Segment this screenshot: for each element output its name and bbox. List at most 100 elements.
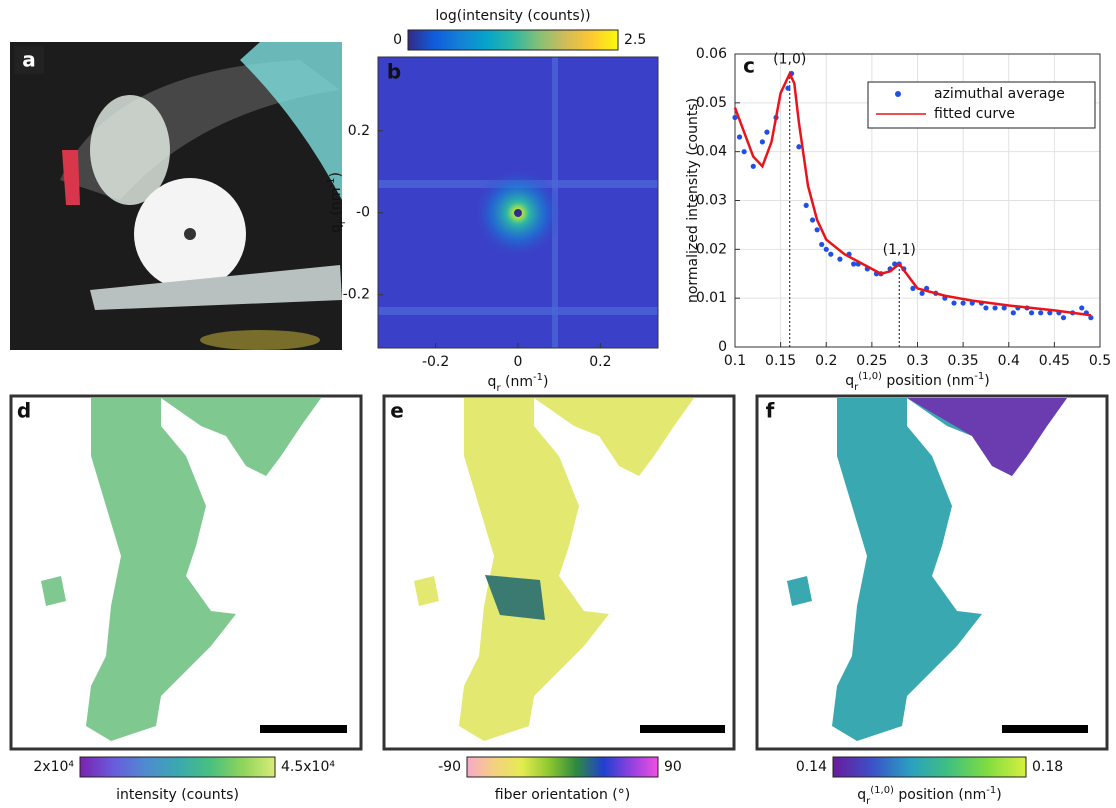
data-point (814, 227, 820, 233)
y-axis-label: qr (nm-1) (326, 172, 348, 233)
colorbar-label-part: ) (996, 787, 1001, 803)
colorbar-tick-label: 0.14 (796, 759, 827, 775)
data-point (960, 300, 966, 306)
y-axis-label-part: q (328, 224, 344, 233)
data-point (796, 144, 802, 150)
panel-label: f (766, 399, 775, 423)
data-point (951, 300, 957, 306)
legend-label: azimuthal average (934, 86, 1065, 102)
y-axis-label-part: ) (328, 172, 344, 177)
annotation: (1,0) (773, 52, 806, 68)
colorbar-tick-label: 2x10⁴ (33, 759, 74, 775)
data-point (919, 290, 925, 296)
y-tick-label: 0.06 (696, 46, 727, 62)
y-tick-label: 0 (718, 339, 727, 355)
x-tick-label: 0 (514, 354, 523, 370)
colorbar-tick-label: 2.5 (624, 32, 646, 48)
data-point (1001, 305, 1007, 311)
x-tick-label: 0.25 (856, 353, 887, 369)
colorbar-tick-label: 0.18 (1032, 759, 1063, 775)
y-tick-label: 0.01 (696, 290, 727, 306)
x-tick-label: 0.35 (948, 353, 979, 369)
y-tick-label: 0.04 (696, 144, 727, 160)
colorbar-label: log(intensity (counts)) (435, 8, 590, 24)
colorbar-label: qr(1,0) position (nm-1) (857, 785, 1002, 807)
data-point (823, 246, 829, 252)
y-tick-label: 0.03 (696, 193, 727, 209)
x-tick-label: 0.3 (906, 353, 928, 369)
colorbar (79, 756, 276, 778)
x-tick-label: 0.4 (998, 353, 1020, 369)
data-point (785, 85, 791, 91)
data-point (983, 305, 989, 311)
colorbar-tick-label: 90 (664, 759, 682, 775)
x-tick-label: 0.2 (589, 354, 611, 370)
data-point (1038, 310, 1044, 316)
x-axis-label-part: position (nm (882, 373, 974, 389)
map (382, 394, 736, 751)
data-point (750, 163, 756, 169)
data-point (759, 139, 765, 145)
legend (867, 81, 1096, 129)
data-point (732, 114, 738, 121)
x-axis-label-part: -1 (974, 371, 984, 382)
colorbar-label-part: r (866, 796, 871, 807)
x-axis-label-part: q (845, 373, 854, 389)
x-axis-label-part: ) (543, 374, 548, 390)
diffraction-image (378, 57, 658, 348)
axes-frame (377, 56, 659, 349)
panel-label: c (743, 54, 755, 78)
x-axis-label-part: r (854, 382, 859, 393)
y-tick-label: -0.2 (343, 287, 370, 303)
legend-label: fitted curve (934, 106, 1015, 122)
data-point (819, 241, 825, 248)
data-point (828, 251, 834, 257)
x-axis-label-part: (nm (501, 374, 533, 390)
y-tick-label: -0 (356, 205, 370, 221)
colorbar-label-part: -1 (986, 785, 996, 796)
y-tick-label: 0.2 (348, 123, 370, 139)
x-axis-label-part: (1,0) (858, 371, 882, 382)
data-point (851, 261, 857, 267)
data-point (736, 134, 743, 140)
axes-frame (734, 53, 1101, 348)
data-point (741, 149, 747, 155)
x-tick-label: -0.2 (422, 354, 449, 370)
y-axis-label-part: -1 (326, 178, 337, 188)
y-axis-label-part: r (337, 219, 348, 224)
panel-label: e (390, 399, 404, 423)
colorbar-tick-label: 4.5x10⁴ (281, 759, 335, 775)
data-point (764, 129, 770, 135)
colorbar (832, 756, 1027, 778)
colorbar-label-part: (1,0) (870, 785, 894, 796)
x-tick-label: 0.45 (1039, 353, 1070, 369)
panel-label-box (737, 56, 761, 78)
data-point (910, 285, 916, 291)
x-tick-label: 0.5 (1089, 353, 1111, 369)
colorbar-tick-label: 0 (393, 32, 402, 48)
panel-label: b (387, 60, 401, 84)
data-point (809, 217, 816, 223)
colorbar (407, 29, 619, 51)
colorbar-tick-label: -90 (438, 759, 461, 775)
x-axis-label: qr(1,0) position (nm-1) (845, 371, 990, 393)
data-point (1028, 310, 1035, 316)
data-point (1010, 310, 1016, 316)
data-point (1060, 315, 1067, 321)
data-point (803, 202, 809, 208)
y-axis-label: normalized intensity (counts) (685, 98, 701, 303)
y-tick-label: 0.02 (696, 241, 727, 257)
x-tick-label: 0.1 (724, 353, 746, 369)
panel-label: d (17, 399, 31, 423)
map (9, 394, 363, 751)
x-axis-label-part: q (488, 374, 497, 390)
data-point (1047, 310, 1053, 316)
y-axis-label-part: (nm (328, 188, 344, 220)
fitted-line (733, 70, 1092, 317)
annotation: (1,1) (883, 242, 916, 258)
data-point (837, 256, 843, 262)
colorbar (466, 756, 659, 778)
map (755, 394, 1109, 751)
data-point (1088, 315, 1094, 321)
